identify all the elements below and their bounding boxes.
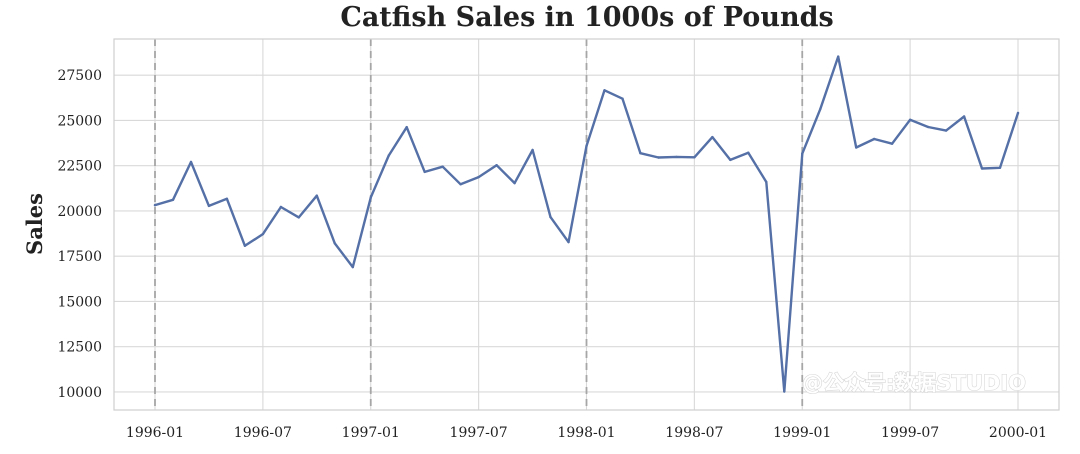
data-point	[639, 152, 642, 155]
data-point	[225, 197, 229, 200]
data-point	[603, 89, 606, 92]
y-tick-label: 15000	[57, 294, 102, 310]
x-tick-label: 1998-07	[665, 425, 723, 441]
tick-labels: 10000 12500 15000 17500 20000 22500 25000 27500…	[57, 68, 1047, 441]
data-point	[926, 125, 930, 129]
data-point	[711, 135, 714, 139]
data-point	[1016, 111, 1020, 115]
data-point	[585, 144, 588, 148]
data-point	[423, 170, 426, 174]
data-point	[657, 156, 660, 159]
data-point	[477, 175, 480, 179]
x-tick-label: 1999-07	[881, 425, 939, 441]
x-tick-label: 1998-01	[557, 425, 615, 441]
y-tick-label: 17500	[57, 249, 102, 265]
plot-frame	[113, 38, 1060, 411]
data-point	[279, 205, 283, 209]
data-point	[855, 146, 858, 149]
data-point	[171, 198, 175, 201]
data-point	[908, 118, 912, 122]
data-point	[333, 242, 336, 245]
data-point	[998, 166, 1002, 169]
data-point	[261, 232, 265, 236]
data-point	[315, 194, 318, 197]
data-point	[531, 148, 534, 152]
data-point	[297, 216, 300, 219]
data-point	[837, 55, 840, 58]
y-tick-label: 10000	[57, 385, 102, 401]
year-markers	[154, 39, 804, 410]
data-point	[459, 183, 462, 186]
x-tick-label: 1996-01	[126, 425, 184, 441]
x-tick-label: 2000-01	[989, 425, 1047, 441]
y-tick-label: 20000	[57, 204, 102, 220]
x-tick-label: 1997-07	[450, 425, 508, 441]
data-point	[153, 203, 157, 207]
data-point	[567, 240, 570, 244]
data-point	[873, 137, 876, 141]
watermark: @公众号:数据STUDIO	[802, 371, 1026, 395]
y-tick-label: 25000	[57, 113, 102, 129]
data-point	[621, 97, 624, 100]
x-tick-label: 1999-01	[773, 425, 831, 441]
data-point	[783, 390, 786, 393]
data-point	[189, 160, 193, 164]
data-point	[980, 167, 984, 170]
data-point	[747, 151, 750, 154]
data-point	[765, 180, 768, 184]
data-point	[801, 152, 804, 155]
data-point	[729, 158, 732, 162]
data-point	[369, 196, 372, 199]
data-point	[351, 265, 354, 269]
data-point	[819, 108, 822, 111]
data-point	[513, 181, 516, 185]
data-point	[890, 142, 894, 145]
data-point	[387, 154, 390, 157]
x-tick-label: 1996-07	[234, 425, 292, 441]
data-point	[549, 215, 552, 219]
y-axis-label: Sales	[22, 193, 47, 255]
y-tick-label: 27500	[57, 68, 102, 84]
data-point	[944, 129, 948, 132]
data-point	[405, 126, 408, 129]
y-tick-label: 22500	[57, 159, 102, 175]
data-point	[243, 244, 247, 247]
data-point	[693, 156, 696, 159]
data-point	[207, 204, 211, 208]
series-group	[153, 55, 1020, 393]
data-point	[962, 115, 966, 118]
x-tick-label: 1997-01	[342, 425, 400, 441]
y-tick-label: 12500	[57, 340, 102, 356]
chart-title: Catfish Sales in 1000s of Pounds	[340, 2, 833, 33]
data-point	[495, 164, 498, 167]
data-point	[675, 155, 678, 159]
data-point	[441, 165, 444, 168]
